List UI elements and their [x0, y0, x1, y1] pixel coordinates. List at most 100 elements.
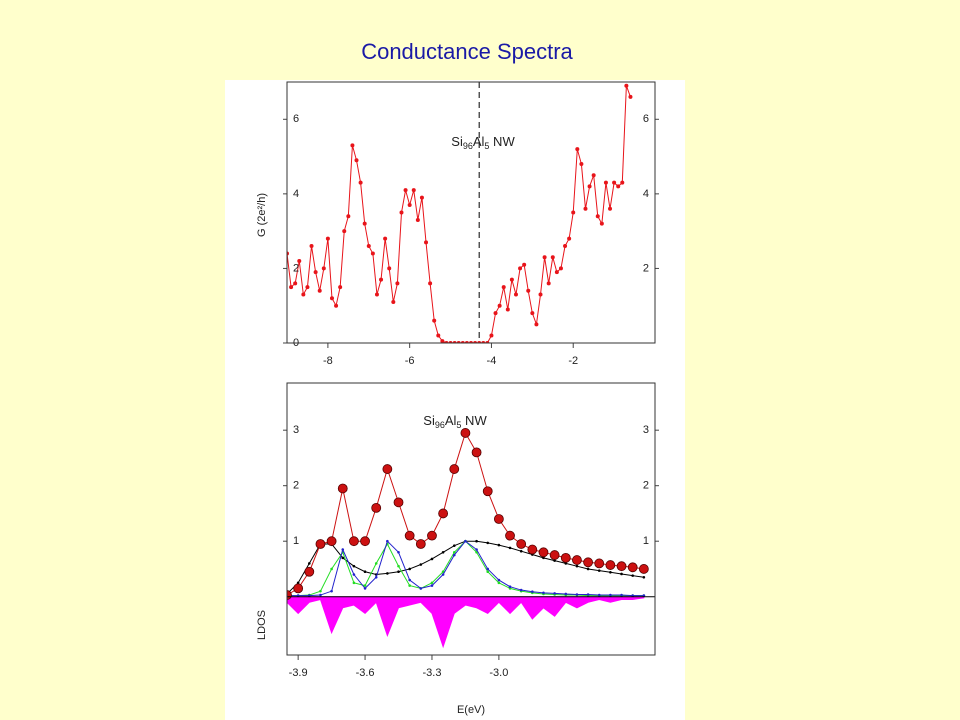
point: [471, 447, 482, 458]
point: [415, 217, 420, 222]
point: [395, 281, 400, 286]
point: [386, 572, 389, 575]
point: [441, 551, 445, 554]
point: [579, 162, 584, 167]
point: [631, 574, 634, 577]
point: [513, 292, 518, 297]
x-tick-label: -3.3: [422, 667, 441, 679]
point: [352, 564, 356, 568]
point: [620, 593, 623, 597]
point: [497, 543, 501, 547]
point: [313, 270, 318, 275]
point: [508, 546, 512, 550]
point: [608, 206, 613, 211]
annotation-subscript: 96: [463, 141, 473, 151]
point: [527, 544, 538, 555]
point: [352, 581, 356, 585]
point: [452, 544, 456, 547]
figure-panel: [225, 80, 685, 720]
point: [597, 569, 601, 572]
point: [393, 497, 404, 508]
point: [387, 266, 392, 271]
point: [575, 147, 580, 152]
point: [427, 530, 437, 541]
point: [366, 244, 371, 249]
point: [609, 570, 612, 574]
point: [542, 591, 545, 595]
point: [628, 94, 633, 99]
plot-area: [287, 82, 633, 343]
point: [326, 536, 337, 547]
point: [346, 214, 351, 219]
y-tick-label: 6: [293, 113, 299, 125]
point: [337, 483, 348, 494]
point: [329, 296, 334, 301]
point: [508, 585, 512, 589]
point: [358, 180, 363, 185]
x-tick-label: -2: [568, 355, 578, 367]
point: [554, 270, 559, 275]
point: [486, 567, 490, 571]
point: [363, 570, 367, 574]
point: [350, 143, 355, 148]
plot-area: [287, 428, 649, 649]
point: [571, 210, 576, 215]
point: [560, 552, 571, 563]
annotation-subscript: 5: [484, 141, 489, 151]
point: [572, 555, 582, 565]
point: [586, 593, 590, 596]
point: [363, 587, 367, 590]
point: [441, 573, 445, 576]
point: [534, 322, 539, 327]
point: [583, 206, 588, 211]
y2-tick-label: 2: [643, 480, 649, 492]
point: [391, 299, 396, 304]
point: [464, 539, 467, 543]
y2-tick-label: 3: [643, 424, 649, 436]
point: [374, 562, 378, 565]
point: [424, 240, 429, 245]
point: [317, 288, 322, 293]
point: [516, 539, 527, 549]
point: [594, 558, 605, 569]
point: [371, 502, 382, 513]
point: [411, 188, 416, 193]
point: [330, 589, 333, 593]
y-tick-label: 3: [293, 424, 299, 436]
point: [603, 180, 608, 185]
annotation-text: Si: [423, 413, 435, 428]
point: [354, 158, 359, 163]
point: [404, 530, 415, 541]
point: [530, 311, 535, 316]
point: [620, 180, 625, 185]
point: [407, 203, 412, 208]
x-axis-label: E(eV): [457, 704, 485, 716]
point: [550, 255, 555, 260]
point: [419, 563, 423, 566]
point: [315, 539, 326, 549]
slide-title: Conductance Spectra: [361, 39, 573, 64]
point: [493, 311, 498, 316]
annotation-text: NW: [489, 134, 515, 149]
point: [386, 539, 389, 543]
point: [475, 539, 478, 543]
point: [638, 564, 649, 574]
y2-tick-label: 6: [643, 113, 649, 125]
point: [627, 562, 638, 573]
point: [609, 593, 612, 597]
point: [546, 281, 551, 286]
point: [309, 244, 314, 249]
point: [583, 557, 593, 568]
point: [501, 285, 506, 290]
y2-tick-label: 4: [643, 188, 649, 200]
x-tick-label: -3.0: [489, 667, 508, 679]
point: [430, 584, 434, 587]
annotation-subscript: 96: [435, 420, 445, 430]
point: [397, 551, 400, 554]
point: [304, 566, 315, 577]
point: [519, 588, 523, 592]
point: [493, 514, 504, 524]
point: [374, 575, 378, 579]
